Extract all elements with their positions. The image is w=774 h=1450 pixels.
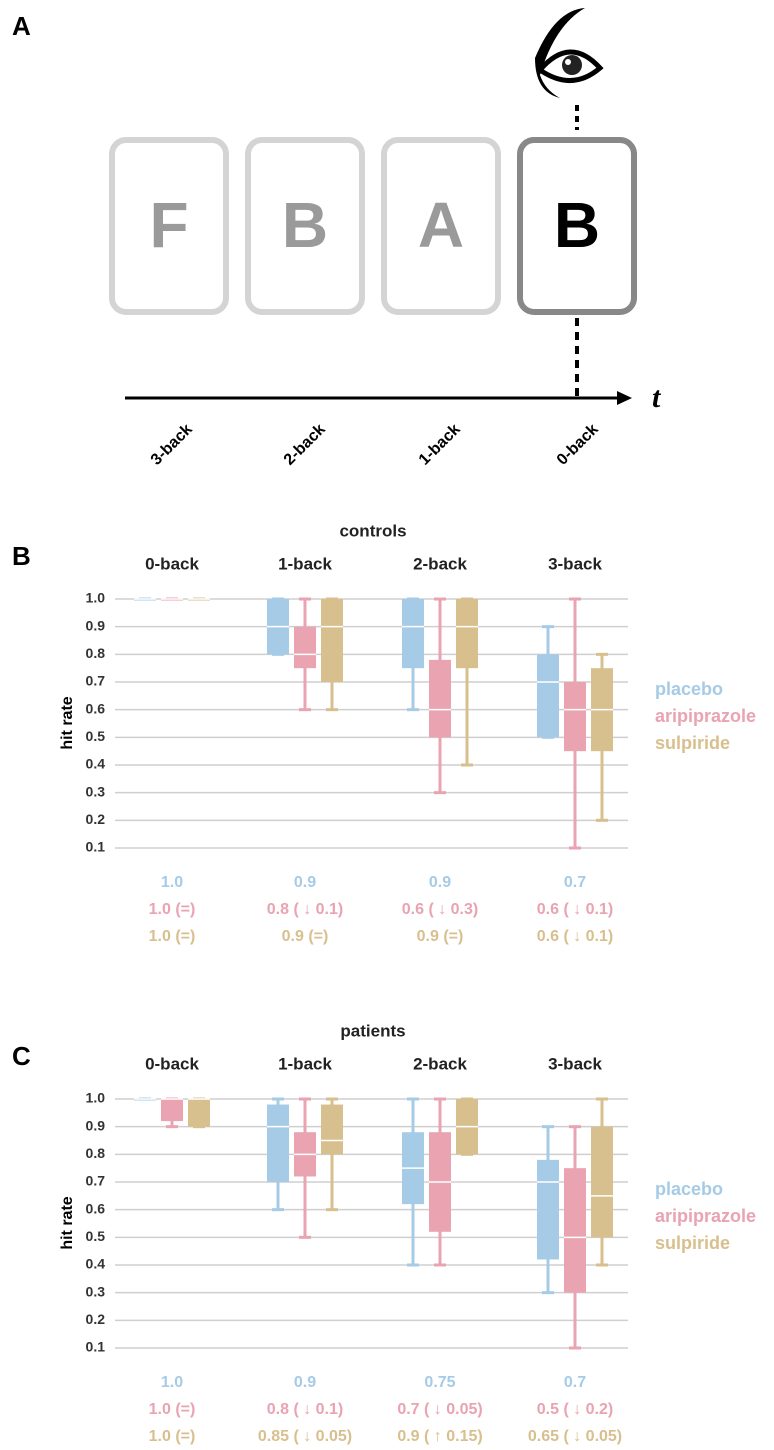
y-tick-label: 0.8 (86, 645, 106, 661)
y-tick-label: 0.2 (86, 811, 106, 827)
chart-title: patients (340, 1021, 405, 1040)
summary-label: 0.7 (564, 874, 586, 891)
position-label: 1-back (416, 421, 464, 469)
y-tick-label: 0.5 (86, 1228, 106, 1244)
box (267, 1104, 289, 1182)
summary-label: 1.0 (=) (149, 928, 196, 945)
legend-entry: sulpiride (655, 1233, 730, 1253)
y-tick-label: 1.0 (86, 1090, 106, 1106)
summary-label: 0.8 ( ↓ 0.1) (267, 901, 343, 918)
legend-entry: sulpiride (655, 733, 730, 753)
category-label: 3-back (548, 1054, 602, 1073)
y-tick-label: 0.6 (86, 1200, 106, 1216)
box (429, 659, 451, 738)
summary-label: 0.7 ( ↓ 0.05) (397, 1401, 482, 1418)
stimulus-letter: A (418, 189, 464, 261)
y-tick-label: 0.3 (86, 1283, 106, 1299)
stimulus-card (109, 137, 229, 315)
stimulus-letter: B (554, 189, 600, 261)
position-label: 3-back (148, 421, 196, 469)
box (188, 1099, 210, 1127)
y-tick-label: 0.8 (86, 1145, 106, 1161)
legend-entry: aripiprazole (655, 706, 756, 726)
legend-entry: placebo (655, 1179, 723, 1199)
category-label: 1-back (278, 1054, 332, 1073)
category-label: 1-back (278, 554, 332, 573)
time-label: t (652, 381, 662, 414)
box (321, 1104, 343, 1155)
summary-label: 0.5 ( ↓ 0.2) (537, 1401, 613, 1418)
stimulus-letter: B (282, 189, 328, 261)
summary-label: 0.9 (429, 874, 451, 891)
summary-label: 0.6 ( ↓ 0.1) (537, 928, 613, 945)
category-label: 2-back (413, 554, 467, 573)
y-tick-label: 1.0 (86, 590, 106, 606)
panel-label: A (12, 11, 31, 41)
summary-label: 1.0 (=) (149, 901, 196, 918)
legend-entry: placebo (655, 679, 723, 699)
time-arrow (617, 391, 632, 405)
box (537, 654, 559, 738)
stimulus-card (517, 137, 637, 315)
summary-label: 0.8 ( ↓ 0.1) (267, 1401, 343, 1418)
y-tick-label: 0.6 (86, 700, 106, 716)
y-tick-label: 0.1 (86, 839, 106, 855)
box (564, 682, 586, 752)
box (402, 599, 424, 669)
y-tick-label: 0.1 (86, 1339, 106, 1355)
panel-label: C (12, 1041, 31, 1071)
y-tick-label: 0.7 (86, 1173, 106, 1189)
y-tick-label: 0.9 (86, 617, 106, 633)
summary-label: 0.9 (=) (417, 928, 464, 945)
summary-label: 1.0 (=) (149, 1428, 196, 1445)
stimulus-card (245, 137, 365, 315)
stimulus-card (381, 137, 501, 315)
y-tick-label: 0.2 (86, 1311, 106, 1327)
summary-label: 0.65 ( ↓ 0.05) (528, 1428, 622, 1445)
box (537, 1159, 559, 1260)
box (591, 1126, 613, 1238)
category-label: 0-back (145, 554, 199, 573)
box (456, 599, 478, 669)
summary-label: 1.0 (161, 1374, 183, 1391)
box (161, 1099, 183, 1122)
chart-title: controls (339, 521, 406, 540)
summary-label: 0.9 (=) (282, 928, 329, 945)
category-label: 2-back (413, 1054, 467, 1073)
summary-label: 0.9 (294, 874, 316, 891)
y-tick-label: 0.7 (86, 673, 106, 689)
summary-label: 0.6 ( ↓ 0.1) (537, 901, 613, 918)
summary-label: 1.0 (161, 874, 183, 891)
summary-label: 0.9 ( ↑ 0.15) (397, 1428, 482, 1445)
y-axis-label: hit rate (59, 696, 76, 749)
y-tick-label: 0.4 (86, 1256, 106, 1272)
y-axis-label: hit rate (59, 1196, 76, 1249)
summary-label: 0.75 (424, 1374, 455, 1391)
summary-label: 0.85 ( ↓ 0.05) (258, 1428, 352, 1445)
y-tick-label: 0.9 (86, 1117, 106, 1133)
summary-label: 0.7 (564, 1374, 586, 1391)
summary-label: 0.9 (294, 1374, 316, 1391)
legend-entry: aripiprazole (655, 1206, 756, 1226)
position-label: 2-back (281, 421, 329, 469)
box (294, 626, 316, 669)
y-tick-label: 0.5 (86, 728, 106, 744)
eye-icon (535, 8, 604, 98)
position-label: 0-back (554, 421, 602, 469)
category-label: 3-back (548, 554, 602, 573)
box (564, 1168, 586, 1293)
box (321, 599, 343, 682)
category-label: 0-back (145, 1054, 199, 1073)
y-tick-label: 0.4 (86, 756, 106, 772)
y-tick-label: 0.3 (86, 783, 106, 799)
summary-label: 1.0 (=) (149, 1401, 196, 1418)
summary-label: 0.6 ( ↓ 0.3) (402, 901, 478, 918)
stimulus-letter: F (149, 189, 188, 261)
panel-label: B (12, 541, 31, 571)
